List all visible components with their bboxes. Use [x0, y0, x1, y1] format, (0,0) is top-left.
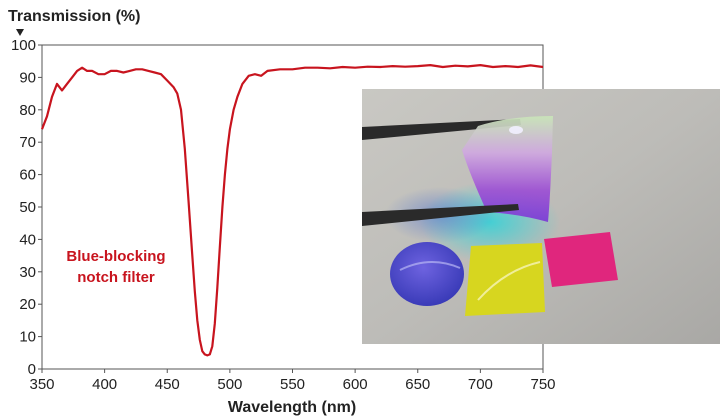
purple-film — [462, 116, 553, 222]
x-ticks: 350 400 450 500 550 600 650 700 750 — [29, 369, 556, 393]
y-tick-label: 50 — [19, 199, 36, 216]
x-tick-label: 600 — [343, 376, 368, 393]
y-ticks: 0 10 20 30 40 50 60 70 80 90 100 — [11, 37, 42, 378]
y-tick-label: 90 — [19, 69, 36, 86]
tweezers-upper-icon — [362, 119, 521, 140]
x-tick-label: 550 — [280, 376, 305, 393]
y-tick-label: 0 — [28, 361, 36, 378]
yellow-glare — [477, 261, 541, 301]
film-highlight — [509, 126, 523, 134]
x-tick-label: 750 — [530, 376, 555, 393]
magenta-filter — [544, 232, 618, 287]
y-tick-label: 80 — [19, 102, 36, 119]
x-tick-label: 500 — [217, 376, 242, 393]
series-layer — [40, 63, 544, 357]
annotation-line-1: Blue-blocking — [66, 248, 165, 265]
x-axis-title: Wavelength (nm) — [228, 399, 356, 416]
y-tick-label: 10 — [19, 329, 36, 346]
y-tick-label: 60 — [19, 167, 36, 184]
y-tick-label: 40 — [19, 231, 36, 248]
y-axis-title: Transmission (%) — [8, 8, 140, 25]
blue-disc — [390, 242, 464, 306]
tweezers-lower-icon — [362, 204, 519, 226]
y-tick-label: 30 — [19, 264, 36, 281]
photo-inset — [362, 89, 720, 344]
disc-glare — [399, 260, 461, 271]
y-tick-label: 20 — [19, 296, 36, 313]
y-tick-label: 100 — [11, 37, 36, 54]
x-tick-label: 650 — [405, 376, 430, 393]
y-tick-label: 70 — [19, 134, 36, 151]
transmission-series-line — [40, 63, 544, 357]
y-axis-arrow-icon — [16, 29, 24, 36]
x-tick-label: 350 — [29, 376, 54, 393]
x-tick-label: 400 — [92, 376, 117, 393]
x-tick-label: 450 — [155, 376, 180, 393]
annotation-line-2: notch filter — [77, 269, 155, 286]
yellow-filter — [465, 243, 545, 316]
x-tick-label: 700 — [468, 376, 493, 393]
